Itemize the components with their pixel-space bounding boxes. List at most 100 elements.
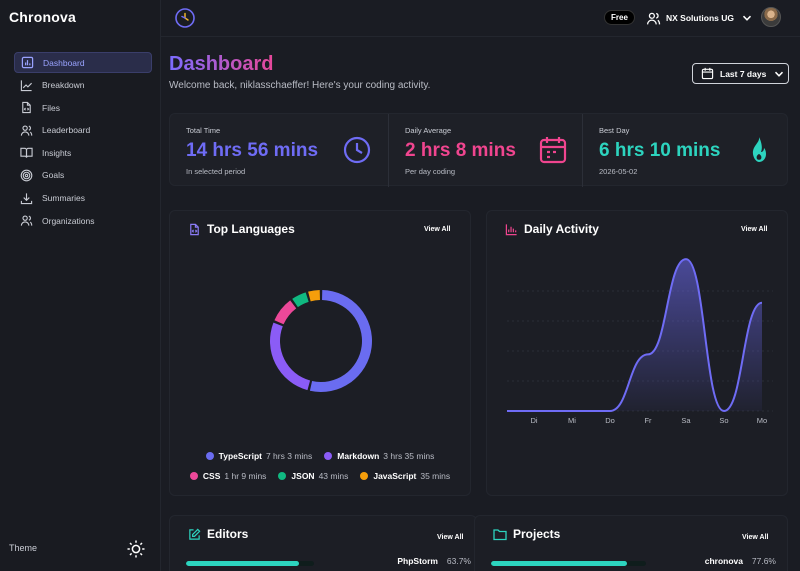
legend-name: JavaScript [373,471,417,481]
avatar[interactable] [761,7,781,27]
editor-bar-fill [186,561,299,566]
sidebar-item-leaderboard[interactable]: Leaderboard [14,120,152,141]
sidebar-item-organizations[interactable]: Organizations [14,210,152,231]
sidebar-item-label: Leaderboard [42,125,91,136]
daily-activity-chart: Di Mi Do Fr Sa So Mo [507,258,773,425]
legend-item-markdown: Markdown 3 hrs 35 mins [324,451,434,461]
sidebar-item-goals[interactable]: Goals [14,165,152,186]
topbar: Free NX Solutions UG [161,0,800,37]
app-brand[interactable]: Chronova [9,9,76,25]
x-tick-label: Fr [644,416,652,425]
stat-label: Best Day [599,126,630,135]
legend-dot [189,472,198,480]
flame-icon [752,137,766,162]
sidebar-item-label: Summaries [42,193,85,204]
sidebar-item-label: Breakdown [42,80,85,91]
legend-item-javascript: JavaScript 35 mins [360,471,450,481]
sidebar: Chronova Dashboard Breakdown Files Leade… [0,0,161,571]
stats-panel: Total Time 14 hrs 56 mins In selected pe… [169,113,788,187]
sidebar-item-summaries[interactable]: Summaries [14,188,152,209]
x-tick-label: So [719,416,728,425]
stat-note: 2026-05-02 [599,167,638,176]
card-title: Daily Activity [505,222,599,236]
editor-percent: 63.7% [446,556,471,566]
file-code-icon [190,223,199,235]
sidebar-nav: Dashboard Breakdown Files Leaderboard In… [14,52,152,233]
org-switcher[interactable]: NX Solutions UG [646,8,752,28]
sidebar-item-dashboard[interactable]: Dashboard [14,52,152,73]
clock-icon [343,136,371,164]
theme-label: Theme [9,543,38,553]
users-icon [20,125,33,136]
sidebar-item-label: Files [42,102,60,113]
folder-icon [493,528,507,540]
plan-badge: Free [604,10,635,25]
sidebar-item-label: Goals [42,170,65,181]
donut-slice-css[interactable] [274,300,297,325]
activity-view-all-link[interactable]: View All [741,226,768,233]
legend-item-json: JSON 43 mins [278,471,348,481]
stat-label: Daily Average [405,126,452,135]
x-tick-label: Do [605,416,615,425]
activity-line [507,258,763,413]
x-tick-label: Mo [757,416,767,425]
legend-name: Markdown [337,451,380,461]
daily-activity-title: Daily Activity [524,222,599,236]
date-range-label: Last 7 days [720,68,767,79]
chevron-down-icon [775,71,784,77]
sun-icon[interactable] [126,539,146,559]
donut-slice-typescript[interactable] [309,290,372,392]
donut-slice-markdown[interactable] [270,322,311,391]
date-range-select[interactable]: Last 7 days [692,63,789,84]
area-chart-icon [505,223,517,235]
top-languages-card: Top Languages View All TypeScript 7 hrs … [169,210,471,496]
file-code-icon [22,102,31,114]
legend-row: TypeScript 7 hrs 3 mins Markdown 3 hrs 3… [170,451,470,461]
stat-value: 14 hrs 56 mins [186,140,319,161]
legend-value: 1 hr 9 mins [224,471,267,481]
languages-donut-chart [270,290,372,392]
legend-name: CSS [202,471,221,481]
project-bar-track [491,561,646,566]
editors-card: Editors View All PhpStorm 63.7% [169,515,477,571]
projects-view-all-link[interactable]: View All [742,534,769,541]
clock-logo-icon[interactable] [174,7,196,29]
legend-value: 35 mins [420,471,451,481]
stat-note: Per day coding [405,167,456,176]
page-title: Dashboard [169,53,274,75]
stat-value: 2 hrs 8 mins [405,140,516,161]
stat-note: In selected period [186,167,246,176]
book-open-icon [20,148,33,159]
users-icon [20,215,33,226]
donut-slice-json[interactable] [292,292,309,308]
daily-activity-card: Daily Activity View All Di Mi Do Fr Sa So Mo [486,210,788,496]
legend-row: CSS 1 hr 9 mins JSON 43 mins JavaScript … [170,471,470,481]
card-title: Editors [188,527,248,541]
download-icon [20,192,33,204]
projects-card: Projects View All chronova 77.6% [474,515,788,571]
project-row: chronova 77.6% [491,556,776,566]
sidebar-item-files[interactable]: Files [14,97,152,118]
editor-name: PhpStorm [397,556,438,566]
x-tick-label: Mi [568,416,576,425]
editors-title: Editors [207,527,249,541]
top-languages-title: Top Languages [207,222,295,236]
calendar-icon [701,67,714,80]
languages-view-all-link[interactable]: View All [424,226,451,233]
sidebar-item-label: Dashboard [43,57,85,68]
calendar-icon [539,137,567,164]
donut-slice-javascript[interactable] [308,290,320,302]
editors-view-all-link[interactable]: View All [437,534,464,541]
target-icon [20,169,33,182]
legend-dot [205,452,214,460]
legend-dot [278,472,287,480]
stat-best-day: Best Day 6 hrs 10 mins 2026-05-02 [582,114,788,187]
activity-area [507,259,762,411]
legend-item-css: CSS 1 hr 9 mins [189,471,267,481]
sidebar-item-insights[interactable]: Insights [14,142,152,163]
card-title: Projects [493,527,560,541]
x-tick-label: Sa [681,416,691,425]
sidebar-item-breakdown[interactable]: Breakdown [14,75,152,96]
legend-name: JSON [291,471,315,481]
card-title: Top Languages [188,222,295,236]
